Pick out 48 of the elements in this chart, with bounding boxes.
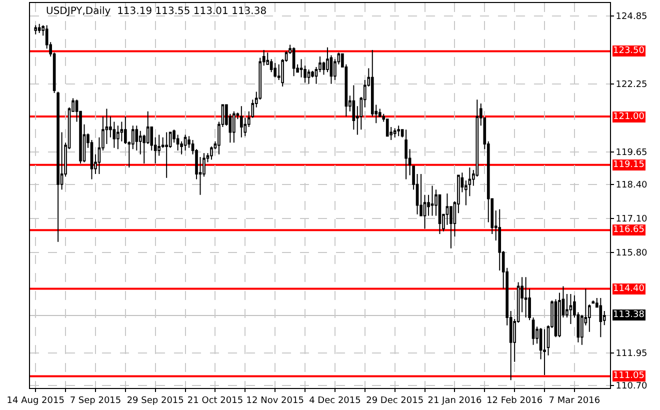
candlestick xyxy=(569,294,572,325)
candlestick xyxy=(393,128,396,138)
candlestick xyxy=(307,69,310,84)
candlestick xyxy=(592,300,595,304)
y-tick-label: 115.80 xyxy=(616,248,648,258)
candlestick xyxy=(404,129,408,180)
candlestick xyxy=(38,23,41,34)
y-tick-label: 119.65 xyxy=(616,148,648,158)
y-tick-label: 124.85 xyxy=(616,12,648,22)
y-tick-label: 117.10 xyxy=(616,214,648,224)
candlestick xyxy=(116,125,120,150)
x-tick-label: 12 Feb 2016 xyxy=(486,396,543,406)
ref-line-label: 114.40 xyxy=(613,284,645,294)
x-tick-label: 29 Dec 2015 xyxy=(366,396,424,406)
candlestick xyxy=(292,46,296,77)
ref-line-label: 111.05 xyxy=(613,371,644,381)
x-tick-label: 14 Aug 2015 xyxy=(6,396,64,406)
candlestick xyxy=(400,129,404,138)
candlestick xyxy=(599,297,602,338)
y-tick-label: 122.25 xyxy=(616,80,648,90)
ref-line-label: 123.50 xyxy=(613,46,645,56)
candlestick xyxy=(232,110,236,144)
candlestick xyxy=(34,24,38,35)
ref-line-label: 113.38 xyxy=(613,310,645,320)
candlestick xyxy=(524,276,528,318)
chart-title: USDJPY,Daily 113.19 113.55 113.01 113.38 xyxy=(46,6,267,17)
x-tick-label: 7 Sep 2015 xyxy=(70,396,122,406)
x-tick-label: 29 Sep 2015 xyxy=(126,396,184,406)
ref-line-label: 119.15 xyxy=(613,160,644,170)
candlestick xyxy=(397,125,400,137)
candlestick xyxy=(543,328,546,376)
candlestick xyxy=(135,125,138,151)
x-tick-label: 12 Nov 2015 xyxy=(246,396,304,406)
ref-line-label: 121.00 xyxy=(613,112,645,122)
y-tick-label: 110.70 xyxy=(616,382,648,392)
x-tick-label: 7 Mar 2016 xyxy=(548,396,600,406)
x-tick-label: 4 Dec 2015 xyxy=(309,396,361,406)
candlestick xyxy=(184,134,187,151)
candlestick xyxy=(430,185,434,216)
candlestick xyxy=(274,62,277,78)
candlestick xyxy=(240,106,243,138)
candlestick xyxy=(165,132,168,178)
y-tick-label: 111.95 xyxy=(616,348,648,359)
x-tick-label: 21 Oct 2015 xyxy=(187,396,244,406)
x-tick-label: 21 Jan 2016 xyxy=(428,396,482,406)
candlestick xyxy=(532,317,535,346)
y-tick-label: 118.40 xyxy=(616,180,648,191)
ref-line-label: 116.65 xyxy=(613,225,644,235)
